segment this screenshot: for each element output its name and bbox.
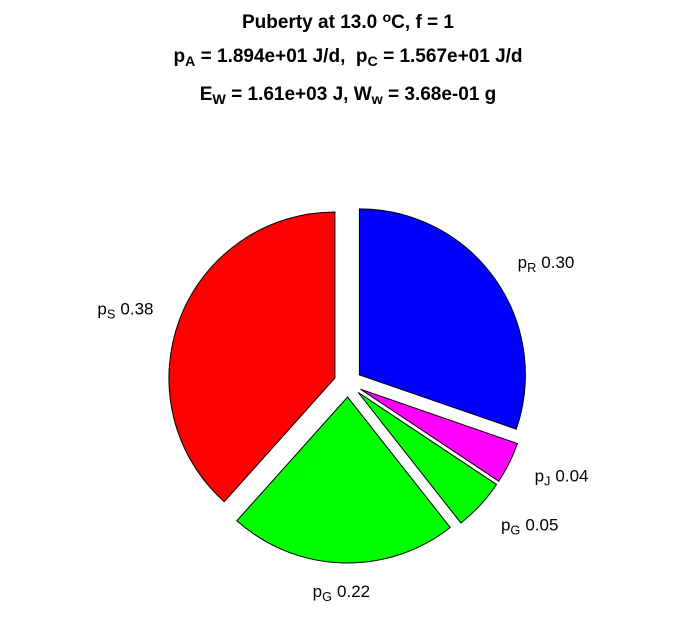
chart-title: Puberty at 13.0 oC, f = 1 xyxy=(242,10,454,33)
pie-slice xyxy=(168,211,336,503)
slice-value-label: 0.30 xyxy=(541,253,574,272)
text-part: p xyxy=(313,582,322,601)
slice-value-label: 0.05 xyxy=(525,515,558,534)
subscript: A xyxy=(185,54,195,70)
pie-slice xyxy=(357,392,498,524)
subscript: G xyxy=(322,589,332,604)
text-part: p xyxy=(501,515,510,534)
text-part: Puberty at 13.0 xyxy=(242,12,382,33)
subscript: G xyxy=(510,522,520,537)
pie-slice xyxy=(236,396,451,564)
subscript: S xyxy=(107,307,116,322)
text-part: p xyxy=(518,253,527,272)
text-part: p xyxy=(535,466,544,485)
slice-value-label: 0.38 xyxy=(120,300,153,319)
subscript: w xyxy=(371,92,384,108)
text-part: E xyxy=(200,84,213,105)
chart-title: pA = 1.894e+01 J/d, pC = 1.567e+01 J/d xyxy=(173,46,522,70)
slice-value-label: 0.04 xyxy=(555,466,588,485)
pie-slice xyxy=(358,208,526,430)
text-part: p xyxy=(97,300,106,319)
chart-title: EW = 1.61e+03 J, Ww = 3.68e-01 g xyxy=(200,84,497,108)
text-part: = 3.68e-01 g xyxy=(383,84,497,105)
subscript: J xyxy=(544,473,550,488)
text-part: = 1.894e+01 J/d, p xyxy=(195,46,367,67)
slice-label: pG 0.22 xyxy=(313,582,370,604)
subscript: W xyxy=(212,92,226,108)
slice-label: pS 0.38 xyxy=(97,300,153,322)
text-part: p xyxy=(173,46,185,67)
superscript: o xyxy=(382,10,391,26)
slice-value-label: 0.22 xyxy=(337,582,370,601)
slice-label: pJ 0.04 xyxy=(535,466,589,488)
subscript: R xyxy=(527,260,536,275)
text-part: = 1.61e+03 J, W xyxy=(226,84,372,105)
subscript: C xyxy=(368,54,378,70)
pie-slice xyxy=(360,388,519,482)
slice-label: pG 0.05 xyxy=(501,515,558,537)
slice-label: pR 0.30 xyxy=(518,253,575,275)
text-part: C, f = 1 xyxy=(391,12,454,33)
text-part: = 1.567e+01 J/d xyxy=(378,46,523,67)
